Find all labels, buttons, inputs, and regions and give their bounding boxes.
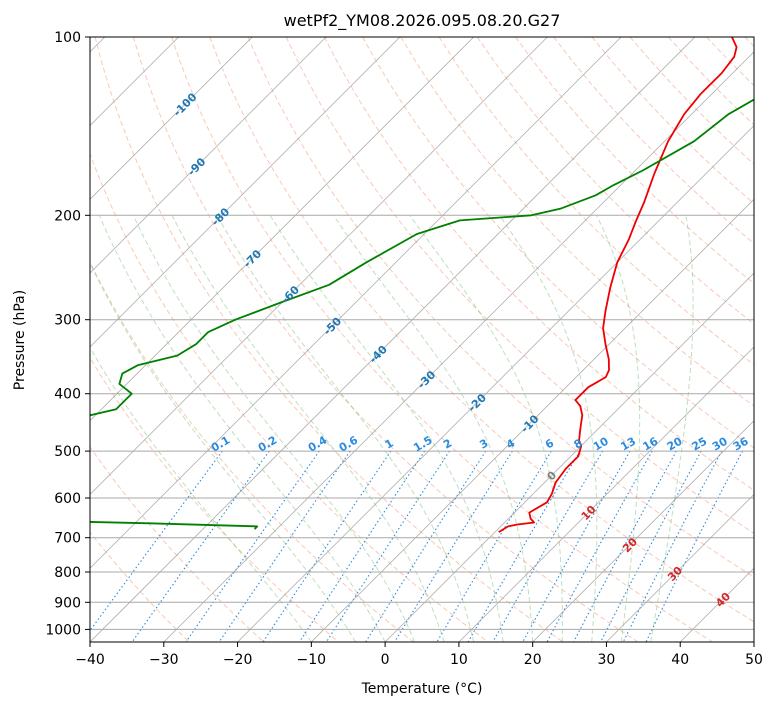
temperature-profile-line	[498, 37, 738, 533]
dry-adiabat-line	[400, 37, 754, 407]
background-lines	[90, 37, 754, 642]
moist-adiabat-line	[499, 215, 598, 642]
dewpoint-profile-line	[90, 98, 754, 530]
x-tick-label: −10	[297, 652, 327, 668]
dry-adiabat-line	[90, 152, 489, 642]
y-tick-label: 800	[54, 565, 81, 581]
moist-adiabat-line	[90, 346, 312, 642]
isotherm-line	[458, 346, 754, 642]
isotherm-line	[90, 37, 253, 200]
x-axis-label: Temperature (°C)	[361, 681, 483, 697]
mixing-ratio-line	[90, 450, 223, 632]
dry-adiabat-line	[323, 37, 754, 491]
isotherm-line	[90, 37, 327, 274]
moist-adiabat-line	[269, 215, 504, 642]
isotherm-line	[163, 51, 754, 642]
chart-title: wetPf2_YM08.2026.095.08.20.G27	[284, 11, 561, 31]
mixing-ratio-line	[600, 450, 702, 642]
dry-adiabat-line	[209, 37, 754, 623]
mixing-ratio-line	[622, 450, 723, 642]
y-tick-label: 200	[54, 208, 81, 224]
dry-adiabat-line	[90, 531, 190, 642]
dry-adiabat-line	[90, 260, 414, 642]
dry-adiabat-line	[285, 37, 754, 535]
isotherm-line	[311, 198, 754, 642]
y-tick-label: 400	[54, 387, 81, 403]
mixing-ratio-line	[573, 450, 677, 642]
mixing-ratio-line	[492, 450, 604, 642]
moist-adiabat-line	[90, 262, 357, 642]
isotherm-line	[532, 420, 754, 642]
dry-adiabat-line	[90, 446, 265, 642]
mixing-ratio-line	[262, 450, 392, 642]
y-tick-label: 600	[54, 491, 81, 507]
isotherm-line	[237, 125, 754, 642]
isotherm-line	[753, 641, 754, 642]
isotherm-line	[384, 272, 754, 642]
data-lines	[90, 37, 754, 533]
mixing-ratio-line	[645, 450, 743, 642]
mixing-ratio-line	[522, 450, 631, 642]
y-tick-label: 300	[54, 313, 81, 329]
isotherm-line	[606, 493, 754, 642]
x-tick-label: 10	[450, 652, 468, 668]
dry-adiabat-line	[247, 37, 754, 578]
mixing-ratio-line	[218, 450, 351, 642]
dry-adiabat-line	[132, 37, 639, 642]
dry-adiabat-line	[90, 356, 339, 642]
isotherm-line	[90, 37, 622, 569]
dry-adiabat-line	[438, 37, 754, 366]
x-tick-label: −30	[149, 652, 179, 668]
plot-background	[90, 37, 754, 642]
moist-adiabat-line	[409, 215, 563, 642]
x-tick-label: −40	[75, 652, 105, 668]
y-axis-label: Pressure (hPa)	[12, 290, 28, 390]
x-tick-label: 40	[671, 652, 689, 668]
x-tick-label: 0	[381, 652, 390, 668]
y-tick-label: 500	[54, 444, 81, 460]
isotherm-line	[90, 37, 401, 348]
mixing-ratio-line	[185, 450, 320, 642]
mixing-ratio-line	[546, 450, 653, 642]
dry-adiabat-line	[171, 37, 713, 642]
y-tick-label: 1000	[45, 622, 81, 638]
moist-adiabat-line	[132, 215, 416, 642]
mixing-ratio-line	[299, 450, 426, 642]
x-tick-label: 20	[524, 652, 542, 668]
dry-adiabat-line	[515, 37, 754, 285]
y-tick-label: 100	[54, 30, 81, 46]
axes: −40 −30 −20 −10 0 10 20 30 40 50 100 200 300 400 500 60…	[45, 30, 763, 668]
y-tick-label: 700	[54, 531, 81, 547]
x-tick-label: 30	[597, 652, 615, 668]
isotherm-line	[90, 37, 474, 422]
isotherm-line	[90, 37, 696, 642]
moist-adiabat-line	[596, 215, 641, 642]
x-tick-label: −20	[223, 652, 253, 668]
dry-adiabat-line	[476, 37, 754, 325]
moist-adiabat-line	[98, 215, 386, 642]
isotherm-line	[90, 37, 548, 495]
moist-adiabat-line	[171, 215, 445, 642]
dry-adiabat-line	[94, 37, 564, 642]
x-tick-label: 50	[745, 652, 763, 668]
moist-adiabat-line	[650, 215, 694, 642]
plot-frame	[89, 36, 755, 643]
y-tick-label: 900	[54, 595, 81, 611]
